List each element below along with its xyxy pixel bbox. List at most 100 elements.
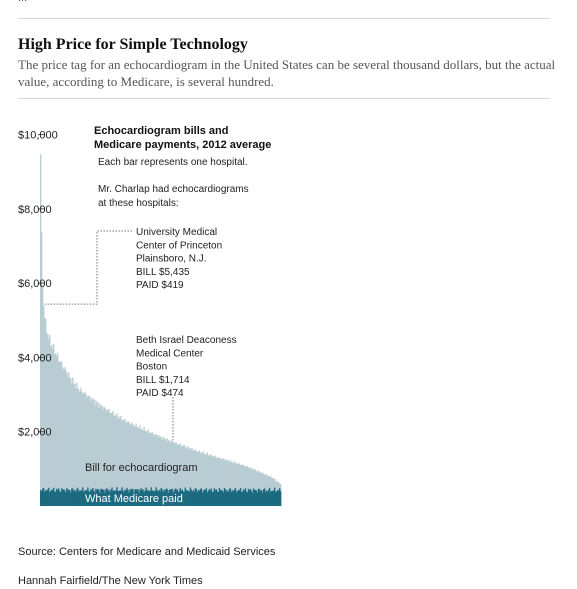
paid-bar — [164, 490, 166, 506]
bill-bar — [245, 466, 248, 506]
bill-bar — [251, 470, 254, 506]
paid-bar — [190, 489, 192, 506]
paid-bar — [148, 491, 150, 506]
paid-bar — [111, 487, 113, 506]
bill-bar — [183, 444, 185, 506]
paid-bar — [41, 491, 43, 506]
paid-bar — [137, 489, 139, 506]
bill-bar — [148, 432, 150, 506]
paid-bar — [121, 487, 123, 506]
bill-bar — [195, 450, 197, 506]
paid-bar — [214, 490, 217, 506]
paid-bar — [212, 491, 215, 506]
paid-bar — [103, 489, 105, 506]
paid-bar — [72, 488, 74, 506]
paid-bar — [107, 490, 109, 506]
bill-bar — [197, 451, 199, 506]
bill-bar — [227, 460, 230, 506]
paid-bar — [277, 490, 280, 506]
paid-bar — [165, 488, 167, 506]
bill-bar — [95, 400, 97, 506]
paid-bar — [278, 488, 281, 506]
paid-bar — [215, 489, 218, 506]
paid-bar — [167, 492, 169, 506]
bill-bar — [170, 440, 172, 506]
paid-bar — [78, 491, 80, 506]
paid-bar — [242, 489, 245, 506]
bill-bar — [167, 440, 169, 506]
paid-bar — [252, 488, 255, 506]
paid-bar — [173, 490, 175, 506]
paid-bar — [119, 490, 121, 506]
paid-bar — [75, 491, 77, 506]
paid-bar — [174, 488, 176, 506]
bill-bar — [203, 454, 206, 506]
bill-bar — [230, 461, 233, 506]
paid-bar — [224, 489, 227, 506]
paid-bar — [135, 489, 137, 506]
paid-bar — [207, 490, 210, 506]
bill-bar — [180, 447, 182, 506]
y-tick-label: $2,000 — [18, 427, 52, 439]
bill-bar — [161, 440, 163, 506]
paid-bar — [201, 492, 204, 506]
paid-bar — [231, 490, 234, 506]
bill-bar — [73, 383, 75, 506]
bill-bar — [165, 441, 167, 506]
bill-bar — [79, 392, 81, 506]
paid-bar — [144, 490, 146, 506]
bill-bar — [185, 446, 187, 506]
bill-bar — [236, 464, 239, 506]
paid-bar — [259, 490, 262, 506]
headline: High Price for Simple Technology — [18, 36, 248, 53]
paid-bar — [249, 489, 252, 506]
paid-bar — [159, 490, 161, 506]
bill-bar — [206, 452, 209, 506]
bill-bar — [141, 428, 143, 506]
paid-bar — [140, 488, 142, 506]
paid-bar — [269, 491, 272, 506]
bill-bar — [40, 154, 42, 506]
bill-bar — [240, 465, 243, 506]
paid-bar — [225, 491, 228, 506]
bill-bar — [168, 440, 170, 506]
bill-bar — [138, 429, 140, 506]
bill-bar — [205, 454, 208, 506]
bill-bar — [156, 435, 158, 506]
bill-bar — [55, 353, 57, 506]
paid-bar — [58, 488, 60, 506]
paid-bar — [247, 488, 250, 506]
bill-bar — [216, 457, 219, 506]
paid-bar — [266, 491, 269, 506]
paid-bar — [122, 490, 124, 506]
bill-bar — [217, 457, 220, 506]
bill-bar — [151, 432, 153, 506]
bill-bar — [104, 407, 106, 506]
paid-bar — [163, 489, 165, 506]
bill-bar — [113, 416, 115, 506]
bill-bar — [163, 438, 165, 506]
paid-bar — [102, 489, 104, 506]
bill-bar — [189, 448, 191, 506]
paid-bar — [228, 488, 231, 506]
bill-bar — [85, 393, 87, 506]
bill-bar — [114, 414, 116, 506]
paid-bar — [243, 490, 246, 506]
paid-bar — [195, 488, 197, 506]
bill-bar — [234, 463, 237, 506]
bill-bar — [111, 413, 113, 506]
paid-bar — [92, 488, 94, 506]
paid-bar — [143, 492, 145, 506]
paid-bar — [125, 490, 127, 506]
paid-bar — [44, 492, 46, 506]
bill-bar — [74, 383, 76, 506]
bill-bar — [42, 286, 44, 506]
paid-bar — [175, 490, 177, 506]
paid-bar — [267, 489, 270, 506]
paid-bar — [73, 491, 75, 506]
bill-bar — [244, 465, 247, 506]
paid-bar — [197, 490, 199, 506]
bill-bar — [209, 455, 212, 506]
paid-bar — [179, 487, 181, 506]
paid-bar — [235, 492, 238, 506]
